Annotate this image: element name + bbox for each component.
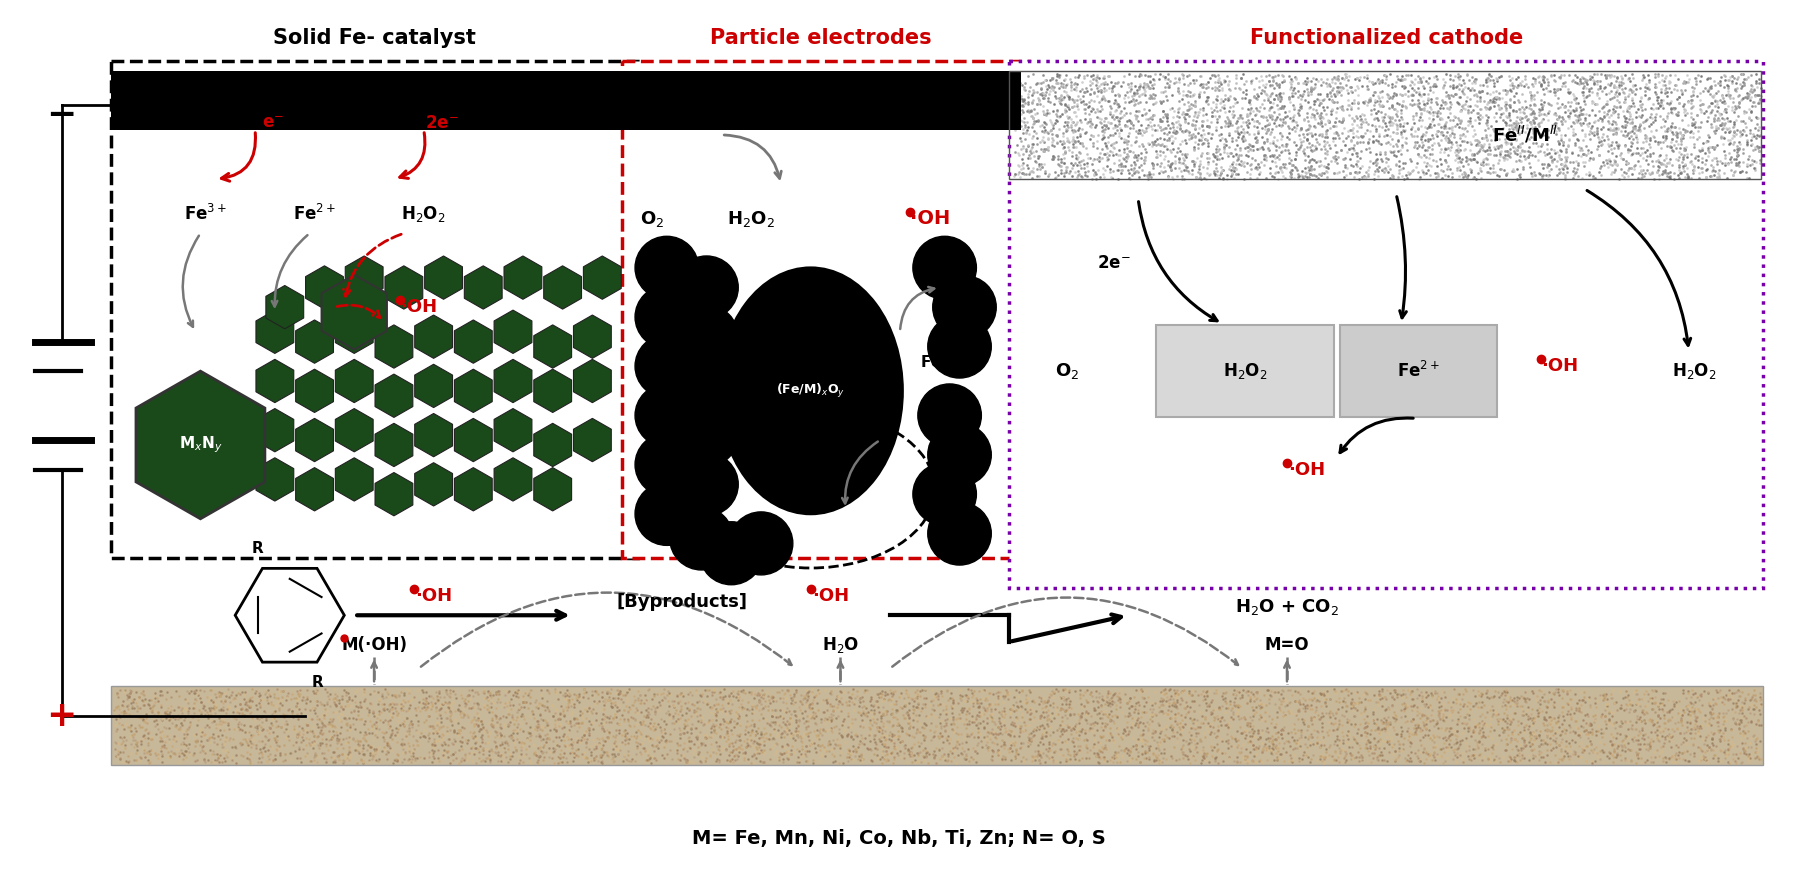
FancyArrowPatch shape xyxy=(892,597,1239,666)
Circle shape xyxy=(730,512,793,575)
Circle shape xyxy=(928,315,991,378)
Text: Particle electrodes: Particle electrodes xyxy=(710,28,931,49)
Ellipse shape xyxy=(719,268,903,514)
Circle shape xyxy=(674,256,739,319)
Bar xyxy=(111,686,1764,765)
FancyArrowPatch shape xyxy=(183,236,200,327)
Text: M(·OH): M(·OH) xyxy=(342,636,406,654)
Text: H$_2$O$_2$: H$_2$O$_2$ xyxy=(1223,361,1268,381)
Text: H$_2$O$_2$: H$_2$O$_2$ xyxy=(401,204,446,223)
FancyArrowPatch shape xyxy=(1397,197,1406,318)
FancyBboxPatch shape xyxy=(1156,325,1334,417)
Circle shape xyxy=(913,237,976,299)
Text: +: + xyxy=(47,699,77,733)
Circle shape xyxy=(928,502,991,565)
Text: ·OH: ·OH xyxy=(401,299,437,316)
Text: H$_2$O$_2$: H$_2$O$_2$ xyxy=(1672,361,1715,381)
Text: [Byproducts]: [Byproducts] xyxy=(617,594,748,611)
Text: H$_2$O + CO$_2$: H$_2$O + CO$_2$ xyxy=(1235,597,1340,618)
Circle shape xyxy=(674,354,739,417)
Circle shape xyxy=(635,433,699,496)
Text: Fe$^{2+}$: Fe$^{2+}$ xyxy=(1397,361,1440,381)
Text: Functionalized cathode: Functionalized cathode xyxy=(1250,28,1523,49)
Circle shape xyxy=(917,384,982,447)
Bar xyxy=(111,71,1021,130)
Circle shape xyxy=(671,507,734,570)
Text: R: R xyxy=(252,540,264,556)
Circle shape xyxy=(933,276,996,338)
Text: ·OH: ·OH xyxy=(415,587,451,604)
Text: H$_2$O: H$_2$O xyxy=(822,634,859,655)
FancyArrowPatch shape xyxy=(343,234,401,297)
Text: H$_2$O$_2$: H$_2$O$_2$ xyxy=(726,208,775,229)
Text: ·OH: ·OH xyxy=(910,209,949,228)
Text: O$_2$: O$_2$ xyxy=(1055,361,1079,381)
Text: 2e$^{-}$: 2e$^{-}$ xyxy=(1097,254,1131,272)
FancyArrowPatch shape xyxy=(221,133,255,181)
FancyBboxPatch shape xyxy=(1340,325,1498,417)
Circle shape xyxy=(674,305,739,369)
Circle shape xyxy=(928,424,991,486)
Bar xyxy=(111,61,642,558)
FancyArrowPatch shape xyxy=(838,662,843,681)
Text: Fe$^{2+}$: Fe$^{2+}$ xyxy=(921,352,960,370)
FancyArrowPatch shape xyxy=(399,133,424,178)
Text: e$^{-}$: e$^{-}$ xyxy=(263,114,284,132)
Circle shape xyxy=(635,237,699,299)
Circle shape xyxy=(635,335,699,398)
Text: M$_x$N$_y$: M$_x$N$_y$ xyxy=(178,435,223,455)
Text: Fe$^{II}$/M$^{II}$: Fe$^{II}$/M$^{II}$ xyxy=(1492,124,1559,145)
FancyArrowPatch shape xyxy=(271,235,307,307)
Text: ·OH: ·OH xyxy=(1541,357,1579,376)
FancyArrowPatch shape xyxy=(1138,202,1217,321)
Circle shape xyxy=(635,285,699,348)
Circle shape xyxy=(674,453,739,516)
Text: −: − xyxy=(47,98,77,132)
Text: M= Fe, Mn, Ni, Co, Nb, Ti, Zn; N= O, S: M= Fe, Mn, Ni, Co, Nb, Ti, Zn; N= O, S xyxy=(692,829,1106,848)
Text: M=O: M=O xyxy=(1264,636,1309,654)
Circle shape xyxy=(635,482,699,546)
Bar xyxy=(622,61,1028,558)
FancyArrowPatch shape xyxy=(841,441,877,503)
Text: O$_2$: O$_2$ xyxy=(640,208,663,229)
FancyArrowPatch shape xyxy=(336,305,379,318)
Text: (Fe/M)$_x$O$_y$: (Fe/M)$_x$O$_y$ xyxy=(777,382,845,400)
FancyArrowPatch shape xyxy=(1340,418,1413,453)
Text: ·OH: ·OH xyxy=(1287,461,1325,478)
Bar xyxy=(1009,61,1764,587)
Text: Fe$^{2+}$: Fe$^{2+}$ xyxy=(293,204,336,223)
FancyArrowPatch shape xyxy=(901,287,935,329)
Circle shape xyxy=(635,384,699,447)
Circle shape xyxy=(699,522,762,585)
Text: Fe$^{3+}$: Fe$^{3+}$ xyxy=(183,204,227,223)
Text: 2e$^{-}$: 2e$^{-}$ xyxy=(424,114,458,132)
FancyArrowPatch shape xyxy=(725,135,782,178)
FancyArrowPatch shape xyxy=(372,662,378,681)
Text: ·OH: ·OH xyxy=(813,587,849,604)
FancyArrowPatch shape xyxy=(1588,190,1690,346)
FancyArrowPatch shape xyxy=(1012,615,1120,641)
FancyArrowPatch shape xyxy=(1284,662,1289,681)
Text: R: R xyxy=(311,675,324,689)
Circle shape xyxy=(674,404,739,467)
Circle shape xyxy=(913,462,976,525)
Text: Solid Fe- catalyst: Solid Fe- catalyst xyxy=(273,28,475,49)
FancyArrowPatch shape xyxy=(358,610,565,619)
FancyArrowPatch shape xyxy=(421,593,791,666)
